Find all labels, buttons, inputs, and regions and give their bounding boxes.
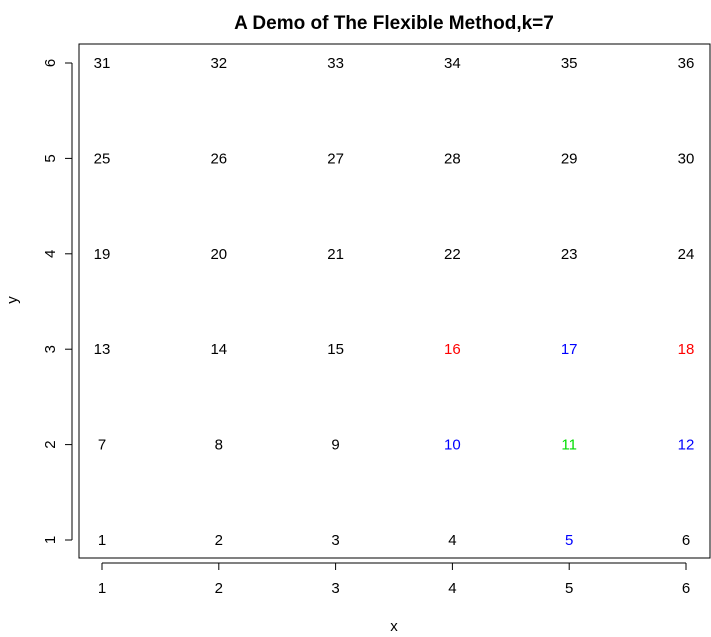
- point-label-36: 36: [678, 55, 695, 72]
- y-tick-label: 1: [42, 536, 59, 544]
- point-label-11: 11: [561, 437, 577, 454]
- point-label-35: 35: [561, 55, 578, 72]
- x-tick-label: 5: [565, 580, 573, 597]
- point-label-2: 2: [215, 532, 223, 549]
- point-label-34: 34: [444, 55, 461, 72]
- point-label-7: 7: [98, 437, 106, 454]
- point-label-17: 17: [561, 341, 578, 358]
- point-label-1: 1: [98, 532, 106, 549]
- point-label-9: 9: [331, 437, 339, 454]
- x-tick-label: 2: [215, 580, 223, 597]
- point-label-22: 22: [444, 246, 461, 263]
- point-label-20: 20: [210, 246, 227, 263]
- point-label-14: 14: [210, 341, 227, 358]
- point-label-8: 8: [215, 437, 223, 454]
- plot-frame: [78, 43, 711, 559]
- y-axis: 1 2 3 4 5 6: [42, 59, 73, 544]
- point-label-15: 15: [327, 341, 344, 358]
- point-label-32: 32: [210, 55, 227, 72]
- y-tick-label: 3: [42, 345, 59, 353]
- y-tick-label: 6: [42, 59, 59, 67]
- point-label-29: 29: [561, 150, 578, 167]
- point-label-5: 5: [565, 532, 573, 549]
- x-tick-label: 6: [682, 580, 690, 597]
- point-label-12: 12: [678, 437, 695, 454]
- x-axis-label: x: [390, 618, 398, 635]
- point-label-19: 19: [94, 246, 111, 263]
- point-label-6: 6: [682, 532, 690, 549]
- point-label-16: 16: [444, 341, 461, 358]
- point-label-13: 13: [94, 341, 111, 358]
- point-label-25: 25: [94, 150, 111, 167]
- point-label-24: 24: [678, 246, 695, 263]
- point-label-33: 33: [327, 55, 344, 72]
- point-label-18: 18: [678, 341, 695, 358]
- y-tick-label: 4: [42, 250, 59, 258]
- y-tick-label: 2: [42, 440, 59, 448]
- point-label-23: 23: [561, 246, 578, 263]
- point-label-21: 21: [327, 246, 344, 263]
- point-label-26: 26: [210, 150, 227, 167]
- point-label-30: 30: [678, 150, 695, 167]
- point-label-28: 28: [444, 150, 461, 167]
- x-tick-label: 4: [448, 580, 456, 597]
- point-label-4: 4: [448, 532, 456, 549]
- point-label-3: 3: [331, 532, 339, 549]
- point-label-31: 31: [94, 55, 111, 72]
- x-axis: 1 2 3 4 5 6: [98, 562, 690, 597]
- chart-title: A Demo of The Flexible Method,k=7: [234, 13, 554, 34]
- x-tick-label: 3: [331, 580, 339, 597]
- point-label-27: 27: [327, 150, 344, 167]
- x-tick-label: 1: [98, 580, 106, 597]
- y-axis-label: y: [4, 296, 21, 304]
- point-label-10: 10: [444, 437, 461, 454]
- y-tick-label: 5: [42, 154, 59, 162]
